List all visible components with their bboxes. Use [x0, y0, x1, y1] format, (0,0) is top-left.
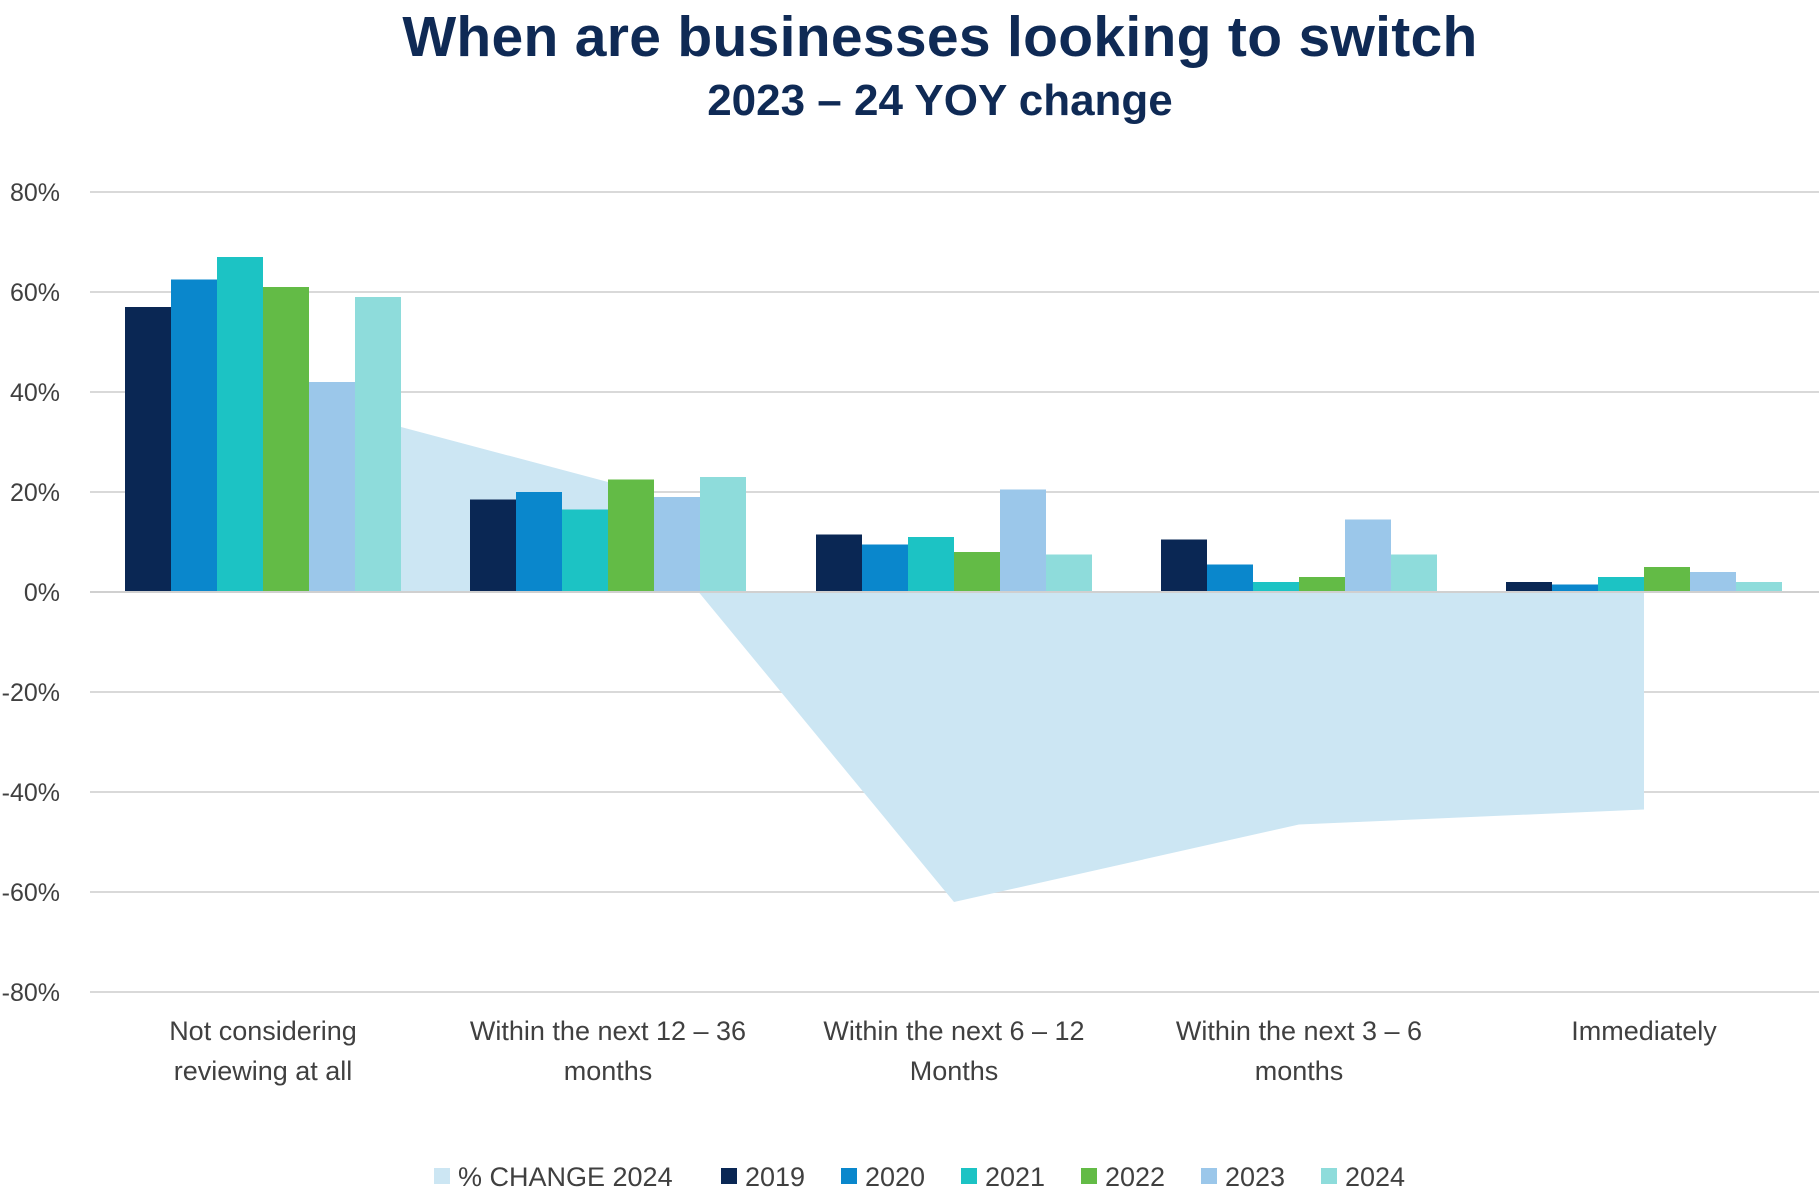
bar-2021 — [562, 509, 608, 592]
y-tick-label: -40% — [2, 779, 60, 807]
x-category-label: months — [564, 1056, 653, 1086]
bar-2021 — [1253, 582, 1299, 592]
legend-label: 2020 — [865, 1162, 925, 1190]
percent-change-area — [401, 427, 1644, 902]
x-category-label: Months — [910, 1056, 999, 1086]
bar-2020 — [1552, 584, 1598, 592]
legend-swatch — [841, 1168, 857, 1184]
bar-2019 — [816, 534, 862, 592]
legend-swatch — [434, 1168, 450, 1184]
y-tick-label: 20% — [10, 479, 60, 507]
chart-title: When are businesses looking to switch — [402, 5, 1478, 69]
bar-2020 — [1207, 564, 1253, 592]
bar-2023 — [1000, 489, 1046, 592]
x-category-label: Immediately — [1571, 1016, 1717, 1046]
bar-2020 — [862, 544, 908, 592]
bar-2022 — [1299, 577, 1345, 592]
bar-2024 — [1391, 554, 1437, 592]
legend-label: 2023 — [1225, 1162, 1285, 1190]
bar-2019 — [470, 499, 516, 592]
bar-2020 — [516, 492, 562, 592]
bar-2022 — [1644, 567, 1690, 592]
y-tick-label: 40% — [10, 379, 60, 407]
legend-label: % CHANGE 2024 — [458, 1162, 673, 1190]
bar-2023 — [654, 497, 700, 592]
bar-2024 — [700, 477, 746, 592]
legend-swatch — [1321, 1168, 1337, 1184]
legend-label: 2021 — [985, 1162, 1045, 1190]
bar-2023 — [1345, 519, 1391, 592]
legend-swatch — [961, 1168, 977, 1184]
bar-2024 — [355, 297, 401, 592]
bar-2022 — [608, 479, 654, 592]
bar-2019 — [1161, 539, 1207, 592]
y-tick-label: 80% — [10, 179, 60, 207]
bar-2019 — [1506, 582, 1552, 592]
bar-2023 — [1690, 572, 1736, 592]
x-category-label: Within the next 12 – 36 — [470, 1016, 746, 1046]
bar-2021 — [1598, 577, 1644, 592]
y-tick-label: -60% — [2, 879, 60, 907]
x-category-label: Within the next 3 – 6 — [1176, 1016, 1422, 1046]
x-category-label: reviewing at all — [174, 1056, 353, 1086]
bar-2024 — [1046, 554, 1092, 592]
bar-2020 — [171, 279, 217, 592]
y-tick-label: -20% — [2, 679, 60, 707]
y-tick-label: -80% — [2, 979, 60, 1007]
legend-swatch — [1081, 1168, 1097, 1184]
bar-2022 — [954, 552, 1000, 592]
chart-subtitle: 2023 – 24 YOY change — [707, 76, 1173, 125]
bar-2019 — [125, 307, 171, 592]
bar-2022 — [263, 287, 309, 592]
legend-label: 2019 — [745, 1162, 805, 1190]
x-category-label: Within the next 6 – 12 — [823, 1016, 1084, 1046]
bar-2024 — [1736, 582, 1782, 592]
y-tick-label: 0% — [24, 579, 60, 607]
legend-swatch — [1201, 1168, 1217, 1184]
x-category-label: Not considering — [169, 1016, 357, 1046]
legend-label: 2022 — [1105, 1162, 1165, 1190]
bar-2021 — [217, 257, 263, 592]
x-category-label: months — [1255, 1056, 1344, 1086]
bar-2023 — [309, 382, 355, 592]
y-tick-label: 60% — [10, 279, 60, 307]
legend-swatch — [721, 1168, 737, 1184]
legend-label: 2024 — [1345, 1162, 1405, 1190]
bar-2021 — [908, 537, 954, 592]
